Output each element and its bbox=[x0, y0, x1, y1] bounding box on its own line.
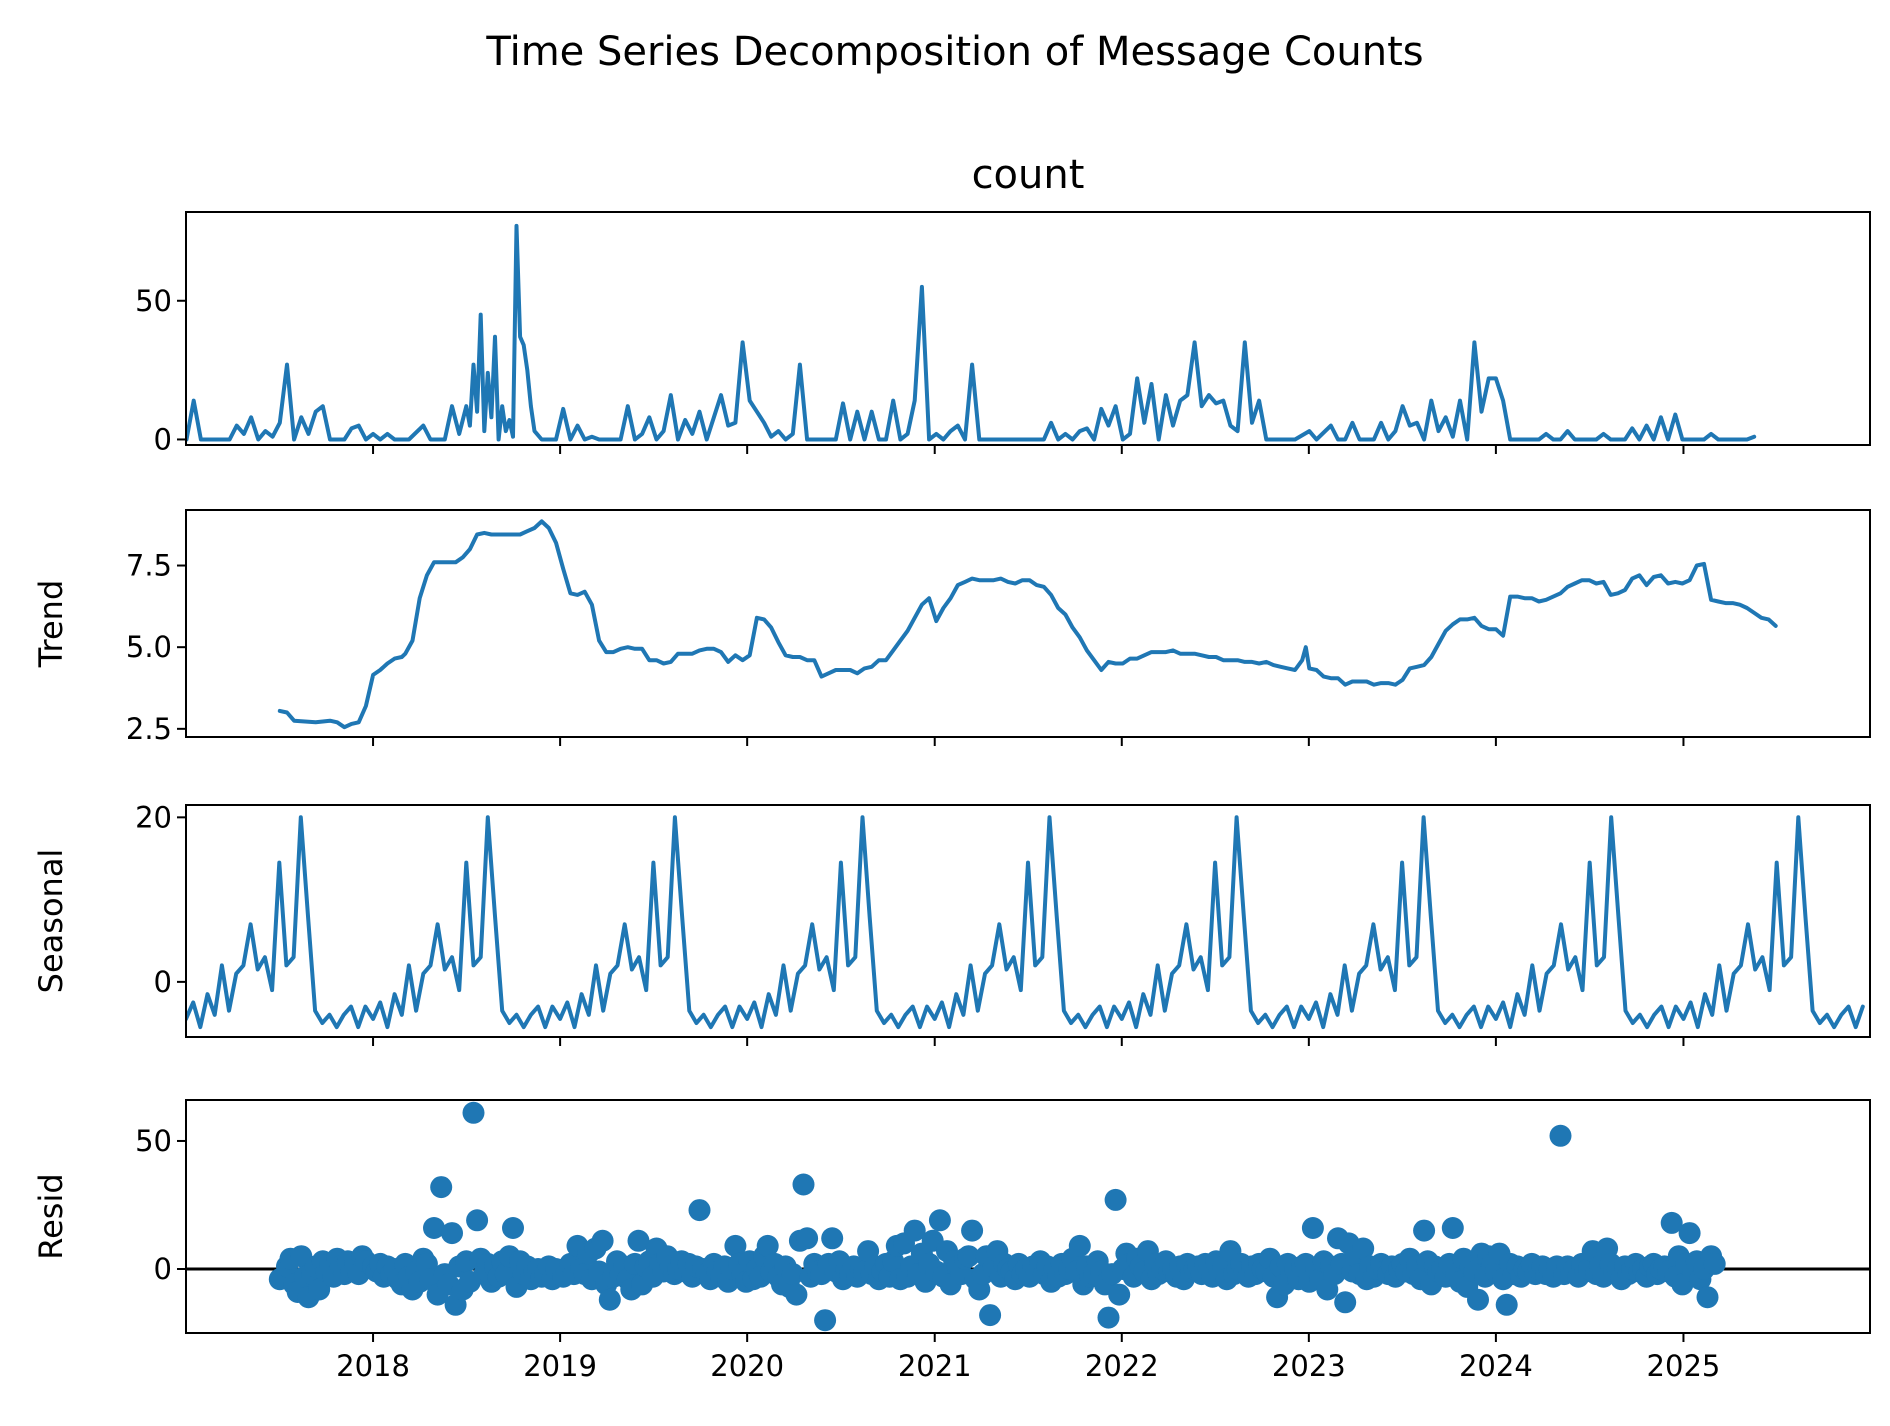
series-line bbox=[277, 519, 1778, 730]
figure-title: Time Series Decomposition of Message Cou… bbox=[485, 29, 1423, 75]
resid-point bbox=[1104, 1188, 1127, 1211]
resid-point bbox=[821, 1227, 844, 1250]
resid-point bbox=[961, 1219, 984, 1242]
resid-point bbox=[1301, 1217, 1324, 1239]
resid-point bbox=[957, 1245, 980, 1268]
x-tick-label: 2020 bbox=[710, 1349, 784, 1383]
resid-point bbox=[756, 1234, 779, 1257]
resid-point bbox=[903, 1219, 926, 1242]
x-tick-label: 2019 bbox=[523, 1349, 597, 1383]
resid-point bbox=[598, 1288, 621, 1311]
y-tick-label: 0 bbox=[154, 1252, 172, 1286]
resid-point bbox=[928, 1209, 951, 1232]
series-group bbox=[186, 815, 1865, 1030]
resid-point bbox=[1441, 1217, 1464, 1239]
resid-point bbox=[502, 1217, 524, 1239]
x-tick-label: 2025 bbox=[1647, 1349, 1721, 1383]
resid-point bbox=[1334, 1291, 1357, 1314]
resid-point bbox=[724, 1234, 747, 1257]
resid-point bbox=[792, 1173, 815, 1196]
series-group bbox=[186, 223, 1757, 442]
resid-point bbox=[796, 1227, 819, 1250]
x-tick-label: 2021 bbox=[898, 1349, 972, 1383]
series-group bbox=[277, 519, 1778, 730]
axes-frame bbox=[185, 1099, 1871, 1334]
resid-point bbox=[814, 1309, 837, 1332]
resid-point bbox=[423, 1217, 445, 1239]
series-group bbox=[186, 1101, 1870, 1332]
panel-trend: Trend 2.5 5.0 7.5 bbox=[32, 509, 1871, 746]
panel-seasonal: Seasonal 0 20 bbox=[32, 800, 1871, 1046]
series-line bbox=[186, 815, 1865, 1030]
resid-point bbox=[430, 1176, 453, 1199]
resid-point bbox=[1549, 1124, 1572, 1147]
resid-point bbox=[466, 1209, 489, 1232]
y-tick-label: 7.5 bbox=[126, 549, 172, 583]
resid-point bbox=[1097, 1306, 1120, 1329]
y-axis-label: Seasonal bbox=[32, 849, 70, 994]
axes-frame bbox=[185, 509, 1871, 738]
resid-point bbox=[1068, 1234, 1091, 1257]
resid-point bbox=[1495, 1293, 1518, 1316]
resid-point bbox=[308, 1278, 331, 1301]
y-tick-label: 0 bbox=[154, 965, 172, 999]
x-tick-label: 2023 bbox=[1272, 1349, 1346, 1383]
resid-point bbox=[1467, 1288, 1489, 1311]
x-tick-label: 2018 bbox=[336, 1349, 410, 1383]
y-tick-label: 2.5 bbox=[126, 712, 172, 746]
resid-point bbox=[1696, 1286, 1719, 1309]
axes-frame bbox=[185, 211, 1871, 446]
panels-group: count 0 50 Trend 2.5 5.0 7.5 Seasonal 0 20 Resid 0 5… bbox=[32, 152, 1871, 1383]
x-tick-label: 2024 bbox=[1459, 1349, 1533, 1383]
y-tick-label: 50 bbox=[135, 284, 172, 318]
panel-title: count bbox=[972, 152, 1085, 198]
y-tick-label: 0 bbox=[154, 422, 172, 456]
y-axis-label: Resid bbox=[32, 1173, 70, 1259]
panel-count: count 0 50 bbox=[135, 152, 1871, 456]
resid-point bbox=[1108, 1283, 1131, 1306]
resid-point bbox=[441, 1222, 463, 1245]
resid-point bbox=[1660, 1211, 1683, 1234]
resid-point bbox=[688, 1199, 711, 1222]
y-tick-label: 50 bbox=[135, 1124, 172, 1158]
resid-point bbox=[462, 1101, 485, 1124]
series-line bbox=[186, 223, 1757, 442]
resid-point bbox=[785, 1283, 808, 1306]
resid-point bbox=[1352, 1237, 1375, 1260]
resid-point bbox=[1413, 1219, 1436, 1242]
x-tick-label: 2022 bbox=[1085, 1349, 1159, 1383]
y-tick-label: 5.0 bbox=[126, 630, 172, 664]
y-axis-label: Trend bbox=[32, 580, 70, 669]
resid-point bbox=[979, 1304, 1002, 1327]
resid-point bbox=[591, 1229, 614, 1252]
resid-point bbox=[1678, 1222, 1701, 1245]
panel-resid: Resid 0 50 2018 2019 2020 2021 2022 2023 2024 2025 bbox=[32, 1099, 1871, 1383]
resid-point bbox=[781, 1263, 804, 1286]
axes-frame bbox=[185, 804, 1871, 1038]
y-tick-label: 20 bbox=[135, 800, 172, 834]
resid-point bbox=[627, 1229, 650, 1252]
resid-point bbox=[1703, 1252, 1726, 1275]
